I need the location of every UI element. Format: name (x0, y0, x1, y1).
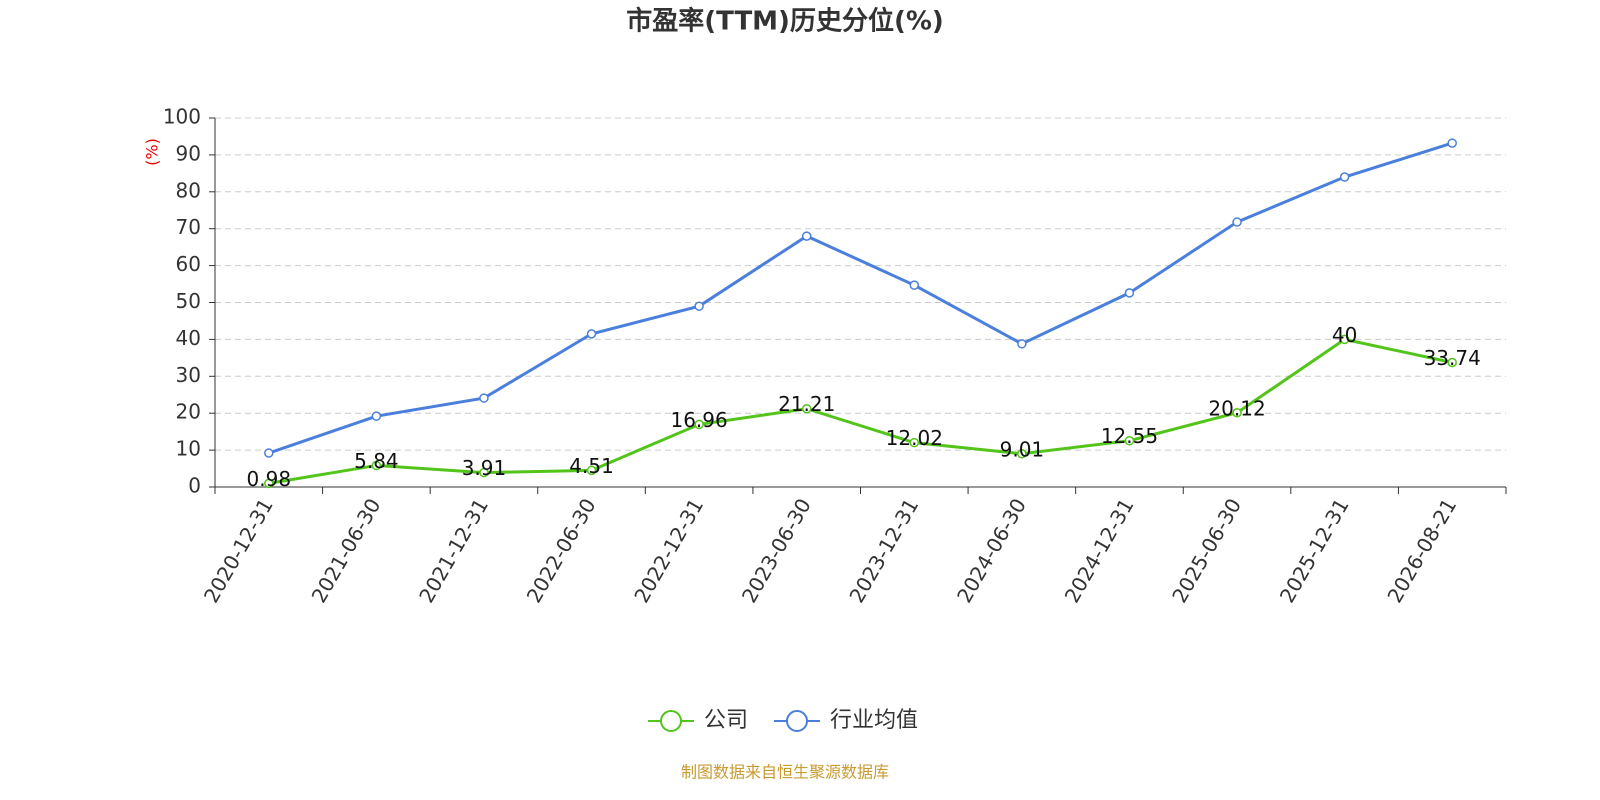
data-point (801, 403, 812, 414)
data-point (1447, 357, 1457, 368)
data-point (1017, 339, 1027, 349)
source-note: 制图数据来自恒生聚源数据库 (681, 763, 889, 782)
data-label: 0.98 (247, 467, 292, 491)
x-tick-label: 2022-12-31 (629, 494, 708, 607)
data-point (1232, 217, 1242, 227)
x-tick-label: 2026-08-21 (1382, 494, 1461, 607)
series-line (268, 337, 1453, 485)
data-point (264, 448, 274, 458)
y-tick-label: 30 (176, 363, 201, 387)
x-tick-label: 2020-12-31 (199, 494, 278, 607)
x-tick-label: 2021-12-31 (414, 494, 493, 607)
data-label: 20.12 (1208, 396, 1265, 420)
x-tick-label: 2022-06-30 (522, 494, 601, 607)
data-point (479, 393, 489, 403)
data-point (264, 478, 274, 489)
data-point (909, 280, 920, 290)
x-tick-label: 2021-06-30 (307, 494, 386, 607)
y-tick-label: 90 (176, 141, 201, 165)
data-point (1017, 449, 1027, 459)
y-tick-label: 70 (176, 215, 201, 239)
x-tick-label: 2025-12-31 (1275, 494, 1354, 607)
data-point (1447, 138, 1457, 148)
data-label: 40 (1332, 323, 1357, 347)
legend-label[interactable]: 行业均值 (830, 708, 918, 733)
legend-marker (786, 710, 809, 732)
data-label: 12.55 (1101, 424, 1158, 448)
chart-title: 市盈率(TTM)历史分位(%) (626, 6, 944, 37)
data-label: 33.74 (1424, 346, 1481, 370)
data-point (909, 437, 920, 448)
data-label: 9.01 (1000, 437, 1045, 461)
x-tick-label: 2025-06-30 (1167, 494, 1246, 607)
data-point (1124, 435, 1135, 446)
data-label: 3.91 (462, 456, 507, 480)
data-label: 5.84 (354, 449, 399, 473)
data-label: 4.51 (569, 454, 614, 478)
data-point (1232, 408, 1242, 418)
y-tick-label: 10 (176, 437, 201, 461)
y-tick-label: 40 (176, 326, 201, 350)
x-tick-label: 2023-06-30 (737, 494, 816, 607)
legend-marker (660, 710, 682, 732)
data-point (1339, 172, 1350, 182)
y-tick-label: 0 (188, 474, 201, 498)
data-point (371, 460, 382, 471)
data-point (371, 411, 382, 421)
data-point (694, 301, 704, 311)
y-tick-label: 100 (163, 105, 201, 129)
data-point (586, 465, 597, 476)
data-point (586, 329, 597, 339)
data-label: 16.96 (670, 408, 727, 432)
data-label: 12.02 (886, 426, 943, 450)
y-axis-label: (%) (143, 138, 162, 166)
data-point (694, 419, 704, 430)
series-line (268, 141, 1453, 455)
data-point (479, 467, 489, 478)
y-tick-label: 60 (176, 252, 201, 276)
data-label: 21.21 (778, 392, 835, 416)
x-tick-label: 2024-06-30 (952, 494, 1031, 607)
legend-label[interactable]: 公司 (704, 708, 748, 733)
y-tick-label: 50 (176, 289, 201, 313)
y-tick-label: 20 (176, 400, 201, 424)
x-tick-label: 2024-12-31 (1060, 494, 1139, 607)
x-tick-label: 2023-12-31 (844, 494, 923, 607)
data-point (1124, 288, 1135, 298)
y-tick-label: 80 (176, 178, 201, 202)
data-point (801, 231, 812, 241)
data-point (1339, 334, 1350, 345)
